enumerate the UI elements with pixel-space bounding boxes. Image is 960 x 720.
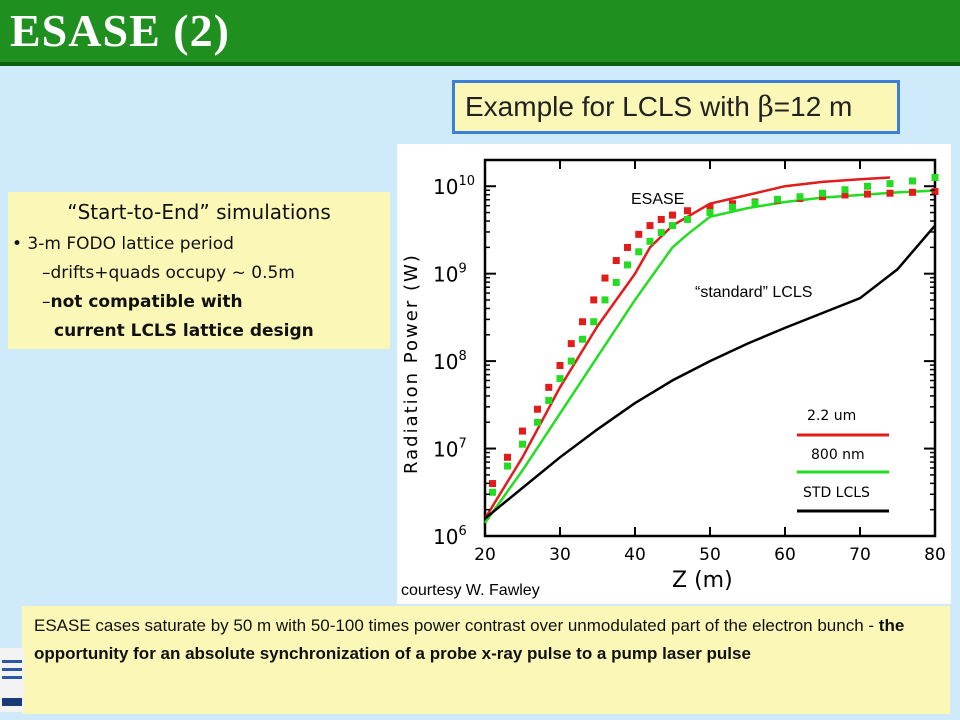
series-line-800-nm bbox=[483, 189, 936, 524]
series-point-2-2-um bbox=[534, 405, 541, 413]
x-tick-label: 20 bbox=[474, 545, 496, 565]
series-point-800-nm bbox=[864, 182, 871, 190]
institution-logo bbox=[0, 648, 24, 712]
simulation-title: “Start-to-End” simulations bbox=[67, 200, 331, 224]
sub-drifts: –drifts+quads occupy ~ 0.5m bbox=[42, 263, 295, 283]
title-bar: ESASE (2) bbox=[0, 0, 960, 66]
x-tick-label: 70 bbox=[849, 545, 871, 565]
standard-annotation: “standard” LCLS bbox=[695, 284, 812, 301]
series-point-2-2-um bbox=[601, 274, 609, 282]
series-point-800-nm bbox=[612, 278, 620, 286]
header-suffix: =12 m bbox=[773, 91, 853, 122]
y-tick-label: 107 bbox=[433, 437, 467, 462]
series-point-800-nm bbox=[706, 208, 714, 216]
series-point-2-2-um bbox=[657, 215, 665, 223]
series-point-800-nm bbox=[624, 261, 631, 269]
series-point-2-2-um bbox=[886, 189, 894, 197]
beta-symbol: β bbox=[757, 90, 774, 123]
series-point-800-nm bbox=[519, 440, 526, 448]
bullet-fodo: • 3-m FODO lattice period bbox=[12, 234, 234, 254]
conclusion-box: ESASE cases saturate by 50 m with 50-100… bbox=[22, 606, 950, 714]
sub-lattice: current LCLS lattice design bbox=[54, 321, 314, 341]
series-point-800-nm bbox=[579, 335, 586, 343]
series-point-2-2-um bbox=[556, 361, 564, 369]
series-point-2-2-um bbox=[909, 188, 916, 196]
y-tick-label: 106 bbox=[433, 524, 467, 549]
header-text: Example for LCLS with bbox=[465, 91, 758, 122]
series-point-800-nm bbox=[489, 488, 496, 496]
series-point-2-2-um bbox=[590, 296, 598, 304]
series-point-2-2-um bbox=[567, 340, 575, 348]
series-point-800-nm bbox=[534, 418, 541, 426]
series-point-2-2-um bbox=[646, 222, 654, 230]
series-point-2-2-um bbox=[612, 257, 620, 265]
example-header-box: Example for LCLS with β=12 m bbox=[452, 80, 900, 134]
series-point-800-nm bbox=[886, 180, 894, 188]
series-point-800-nm bbox=[819, 189, 826, 197]
series-point-800-nm bbox=[909, 177, 916, 185]
y-tick-label: 1010 bbox=[433, 174, 475, 199]
series-point-800-nm bbox=[774, 195, 781, 203]
x-tick-label: 40 bbox=[624, 545, 646, 565]
series-point-2-2-um bbox=[624, 243, 631, 251]
legend: 2.2 um 800 nm STD LCLS bbox=[797, 408, 889, 513]
series-point-800-nm bbox=[729, 203, 736, 211]
series-point-800-nm bbox=[567, 357, 575, 365]
series-point-800-nm bbox=[931, 173, 939, 181]
series-point-2-2-um bbox=[684, 207, 691, 215]
series-point-800-nm bbox=[669, 222, 676, 230]
series-point-800-nm bbox=[841, 186, 849, 194]
series-point-2-2-um bbox=[489, 480, 496, 488]
series-point-800-nm bbox=[635, 248, 643, 256]
legend-label-green: 800 nm bbox=[811, 447, 865, 463]
power-chart: 20 30 40 50 60 70 80 1010 109 108 107 106 Radiation… bbox=[401, 158, 946, 599]
series-point-2-2-um bbox=[545, 383, 553, 391]
series-point-2-2-um bbox=[579, 318, 586, 326]
dash: – bbox=[42, 292, 51, 312]
slide-title: ESASE (2) bbox=[10, 5, 230, 56]
series-point-800-nm bbox=[684, 215, 691, 223]
y-axis-label: Radiation Power (W) bbox=[401, 253, 422, 474]
legend-label-red: 2.2 um bbox=[807, 408, 856, 424]
esase-annotation: ESASE bbox=[631, 191, 684, 208]
series-point-2-2-um bbox=[504, 453, 511, 461]
x-tick-label: 50 bbox=[699, 545, 721, 565]
series-point-2-2-um bbox=[864, 190, 871, 198]
x-tick-label: 60 bbox=[774, 545, 796, 565]
series-point-800-nm bbox=[751, 199, 759, 207]
legend-label-black: STD LCLS bbox=[803, 485, 870, 501]
series-point-2-2-um bbox=[706, 203, 714, 211]
series-point-2-2-um bbox=[635, 230, 643, 238]
sub-not-compatible: –not compatible with bbox=[42, 292, 243, 312]
not-compatible-text: not compatible with bbox=[50, 292, 243, 312]
x-axis-label: Z (m) bbox=[672, 568, 733, 593]
series-point-800-nm bbox=[545, 396, 553, 404]
series-point-800-nm bbox=[590, 318, 598, 326]
series-point-800-nm bbox=[646, 237, 654, 245]
series-point-800-nm bbox=[657, 229, 665, 237]
series-point-800-nm bbox=[556, 375, 564, 383]
x-tick-label: 80 bbox=[924, 545, 946, 565]
courtesy-note: courtesy W. Fawley bbox=[401, 582, 540, 599]
lattice-text: current LCLS lattice design bbox=[54, 321, 314, 341]
series-point-800-nm bbox=[504, 462, 511, 470]
y-tick-label: 109 bbox=[433, 262, 467, 287]
series-line-std-lcls bbox=[484, 224, 936, 520]
series-point-2-2-um bbox=[519, 427, 526, 435]
series-point-2-2-um bbox=[931, 187, 939, 195]
series-point-2-2-um bbox=[841, 191, 849, 199]
y-tick-label: 108 bbox=[433, 349, 467, 374]
series-point-2-2-um bbox=[669, 211, 676, 219]
conclusion-plain: ESASE cases saturate by 50 m with 50-100… bbox=[34, 616, 879, 635]
series-point-800-nm bbox=[601, 296, 609, 304]
simulation-box: “Start-to-End” simulations • 3-m FODO la… bbox=[8, 192, 390, 349]
conclusion-bold: the opportunity for an absolute synchron… bbox=[34, 616, 905, 663]
x-tick-label: 30 bbox=[549, 545, 571, 565]
series-point-800-nm bbox=[796, 193, 804, 201]
chart-panel: 20 30 40 50 60 70 80 1010 109 108 107 106 Radiation… bbox=[397, 144, 951, 604]
